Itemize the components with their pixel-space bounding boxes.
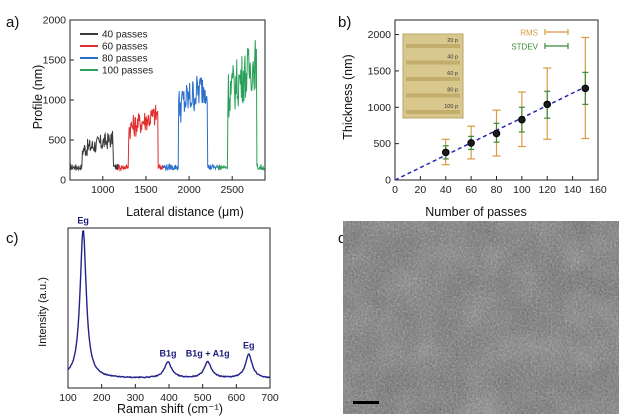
xtick-label-c: 700	[261, 392, 279, 404]
ytick-label-b: 0	[385, 175, 391, 187]
ytick-label-a: 1500	[43, 55, 67, 67]
data-point	[441, 148, 450, 157]
data-point	[581, 84, 590, 93]
xtick-label-c: 300	[127, 392, 145, 404]
chart-thickness: Number of passes Thickness (nm) 0 20 40 60 8…	[341, 19, 607, 219]
fit-line	[394, 86, 586, 181]
scale-bar	[353, 401, 379, 404]
inset-label: 60 p	[447, 71, 458, 77]
xlabel-c: Raman shift (cm⁻¹)	[117, 402, 223, 416]
xtick-label-b: 0	[392, 184, 398, 196]
data-point	[467, 139, 475, 147]
ytick-label-a: 1000	[43, 95, 67, 107]
inset-stripe	[406, 44, 460, 48]
panel-label-c: c)	[6, 230, 19, 247]
legend-label-a: 80 passes	[102, 54, 148, 65]
xtick-label-b: 60	[465, 184, 477, 196]
legend-label-a: 60 passes	[102, 42, 148, 53]
xtick-label-b: 100	[513, 184, 531, 196]
inset-label: 20 p	[447, 38, 458, 44]
series-line-40-passes	[69, 130, 119, 172]
peak-label: Eg	[77, 216, 89, 226]
peak-label: B1g + A1g	[186, 348, 230, 358]
inset-label: 100 p	[444, 104, 458, 110]
xlabel-a: Lateral distance (μm)	[126, 205, 244, 219]
data-point	[543, 100, 552, 109]
ytick-label-b: 1500	[368, 65, 392, 77]
xtick-label-c: 500	[194, 392, 212, 404]
inset-label: 80 p	[447, 88, 458, 94]
xtick-label-a: 1000	[91, 184, 115, 196]
xtick-label-b: 120	[538, 184, 556, 196]
panel-label-a: a)	[6, 14, 19, 31]
sem-image	[343, 221, 619, 414]
legend-label-b: RMS	[520, 29, 538, 38]
peak-label: Eg	[243, 340, 255, 350]
legend-label-b: STDEV	[511, 43, 538, 52]
series-line-60-passes	[117, 104, 164, 172]
ylabel-b: Thickness (nm)	[341, 54, 355, 139]
xtick-label-b: 160	[589, 184, 607, 196]
xtick-label-b: 20	[415, 184, 427, 196]
chart-profile: Lateral distance (μm) Profile (nm) 1000 1…	[31, 15, 266, 219]
inset-stripe	[406, 93, 460, 98]
data-point	[518, 115, 526, 124]
ytick-label-a: 0	[60, 175, 66, 187]
ytick-label-b: 500	[373, 138, 391, 150]
inset-stripe	[406, 60, 460, 65]
inset-stripe	[406, 77, 460, 81]
xtick-label-a: 2500	[221, 184, 245, 196]
xtick-label-b: 140	[564, 184, 582, 196]
inset-label: 40 p	[447, 55, 458, 61]
series-line-100-passes	[217, 40, 266, 171]
ytick-label-b: 2000	[368, 29, 392, 41]
chart-raman: Raman shift (cm⁻¹) Intensity (a.u.) 100 2…	[37, 216, 279, 416]
data-point	[492, 129, 501, 138]
xlabel-b: Number of passes	[425, 205, 526, 219]
xtick-label-c: 600	[228, 392, 246, 404]
ylabel-c: Intensity (a.u.)	[37, 277, 49, 347]
panel-label-b: b)	[338, 14, 351, 31]
xtick-label-a: 2000	[177, 184, 201, 196]
series-line-80-passes	[162, 75, 218, 172]
ytick-label-b: 1000	[368, 102, 392, 114]
xtick-label-c: 400	[160, 392, 178, 404]
ylabel-a: Profile (nm)	[31, 65, 45, 130]
xtick-label-a: 1500	[134, 184, 158, 196]
xtick-label-b: 80	[491, 184, 503, 196]
xtick-label-c: 200	[93, 392, 111, 404]
xtick-label-c: 100	[59, 392, 77, 404]
legend-label-a: 40 passes	[102, 30, 148, 41]
raman-spectrum	[67, 230, 271, 379]
legend-label-a: 100 passes	[102, 66, 153, 77]
peak-label: B1g	[159, 348, 176, 358]
ytick-label-a: 2000	[43, 15, 67, 27]
inset-stripe	[406, 110, 460, 114]
ytick-label-a: 500	[48, 135, 66, 147]
xtick-label-b: 40	[440, 184, 452, 196]
